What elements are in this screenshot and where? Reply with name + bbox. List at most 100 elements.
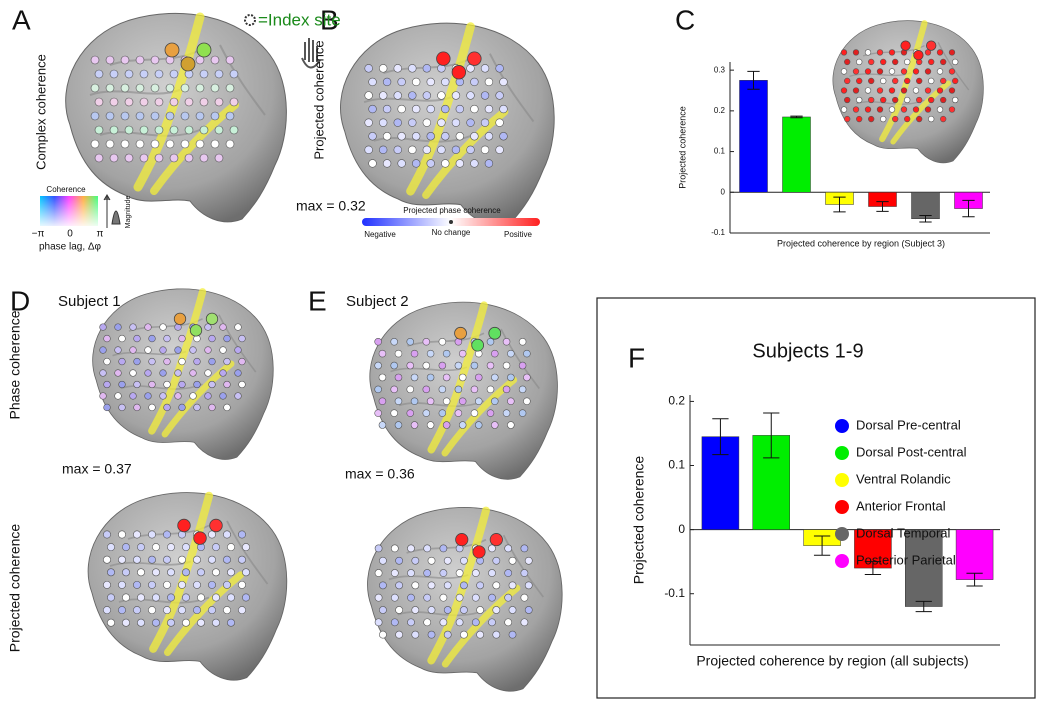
electrode (499, 104, 508, 114)
electrode (154, 153, 164, 163)
electrode (426, 421, 435, 429)
electrode (229, 69, 239, 79)
electrode (455, 618, 464, 627)
electrode (163, 357, 171, 366)
electrode (411, 606, 420, 614)
electrode (105, 111, 115, 121)
electrode (382, 159, 392, 168)
electrode (912, 87, 920, 94)
electrode (193, 606, 201, 615)
electrode (840, 49, 848, 56)
electrode (390, 593, 399, 602)
electrode-big (471, 338, 485, 352)
electrode (484, 104, 494, 114)
electrode (507, 349, 515, 358)
electrode-big (454, 326, 467, 340)
electrode-big (472, 545, 486, 559)
electrode (504, 544, 513, 553)
electrode (124, 153, 134, 163)
electrode (163, 403, 171, 412)
electrode (407, 569, 415, 577)
electrode (940, 115, 947, 123)
electrode (940, 77, 947, 85)
electrode (368, 132, 377, 141)
electrode (208, 606, 216, 615)
electrode (107, 593, 115, 602)
electrode (454, 409, 463, 417)
electrode (924, 68, 932, 75)
electrode (892, 58, 899, 66)
ppc-dot (449, 220, 453, 224)
electrode (214, 69, 224, 79)
electrode-big (164, 42, 180, 58)
electrode (518, 409, 527, 417)
electrode (394, 349, 403, 358)
electrode (439, 593, 448, 602)
electrode (486, 385, 495, 394)
electrode (223, 357, 231, 366)
electrode (378, 421, 387, 429)
electrode (876, 68, 884, 75)
electrode (406, 361, 415, 370)
electrode-big (189, 324, 203, 337)
legend-swatch (835, 500, 849, 514)
electrode (135, 83, 145, 93)
electrode (390, 544, 399, 553)
electrode (148, 606, 156, 615)
minus-pi: −π (32, 229, 45, 240)
electrode (199, 125, 209, 135)
electrode (438, 385, 447, 394)
electrode (508, 606, 517, 614)
electrode (150, 55, 160, 65)
electrode (507, 373, 515, 382)
electrode (374, 409, 382, 417)
legend-swatch (835, 554, 849, 568)
electrode (118, 334, 126, 343)
electrode (411, 581, 420, 590)
electrode (442, 397, 451, 406)
electrode (152, 568, 160, 577)
bar (739, 80, 768, 193)
electrode (225, 55, 235, 65)
electrode (379, 581, 387, 590)
e-max: max = 0.36 (345, 466, 415, 482)
electrode (427, 581, 436, 590)
error-bar (747, 70, 760, 90)
electrode (422, 145, 432, 155)
electrode (90, 111, 100, 121)
electrode (455, 569, 464, 577)
electrode (238, 357, 246, 366)
electrode (150, 83, 160, 93)
electrode (928, 58, 935, 66)
electrode (212, 593, 220, 602)
electrode (148, 555, 156, 564)
electrode (368, 77, 377, 87)
electrode (204, 323, 212, 331)
electrode (219, 346, 227, 354)
electrode (488, 593, 496, 602)
electrode (129, 369, 137, 377)
electrode (507, 421, 515, 429)
electrode (397, 132, 406, 141)
electrode (868, 58, 875, 66)
electrode (238, 555, 246, 564)
electrode (397, 159, 406, 168)
electrode (840, 106, 848, 113)
electrode (439, 618, 448, 627)
electrode (379, 606, 387, 614)
electrode (454, 361, 463, 370)
electrode (876, 106, 884, 113)
electrode (208, 334, 216, 343)
electrode (422, 361, 431, 370)
electrode (912, 106, 920, 113)
electrode (888, 68, 896, 75)
electrode (382, 77, 392, 87)
electrode (148, 334, 156, 343)
error-bar (962, 199, 975, 218)
electrode (103, 580, 111, 589)
electrode (466, 145, 475, 155)
panel-letter: D (10, 285, 30, 316)
electrode (395, 581, 403, 590)
electrode (411, 630, 420, 639)
electrode (193, 580, 201, 589)
